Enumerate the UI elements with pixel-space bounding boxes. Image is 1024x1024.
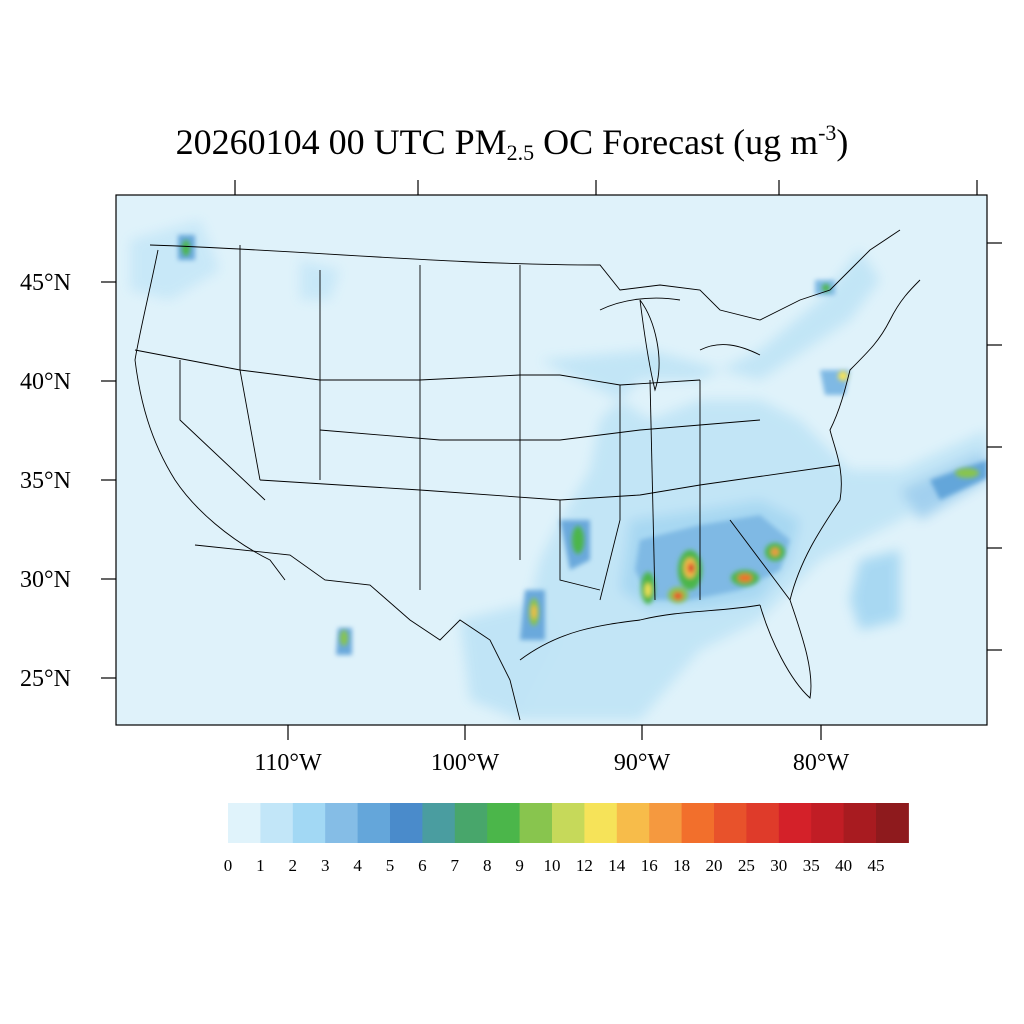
title-middle: OC Forecast (ug m — [534, 122, 819, 162]
colorbar-label: 10 — [543, 856, 561, 875]
colorbar-box — [876, 803, 909, 843]
colorbar-label: 8 — [482, 856, 492, 875]
lon-label-90w: 90°W — [614, 750, 671, 776]
lat-label-40: 40°N — [20, 369, 71, 395]
colorbar-box — [260, 803, 294, 843]
colorbar-box — [552, 803, 585, 843]
colorbar — [228, 803, 909, 843]
colorbar-box — [487, 803, 521, 843]
lon-label-110w: 110°W — [254, 750, 322, 776]
colorbar-box — [811, 803, 845, 843]
colorbar-box — [681, 803, 715, 843]
colorbar-box — [519, 803, 553, 843]
chart-title: 20260104 00 UTC PM2.5 OC Forecast (ug m-… — [0, 120, 1024, 166]
map-frame — [115, 194, 988, 726]
colorbar-box — [649, 803, 683, 843]
colorbar-label: 20 — [705, 856, 723, 875]
colorbar-box — [228, 803, 261, 843]
colorbar-box — [778, 803, 812, 843]
tick-marks — [101, 180, 1002, 740]
lat-label-45: 45°N — [20, 270, 71, 296]
colorbar-label: 30 — [770, 856, 788, 875]
title-superscript: -3 — [818, 120, 837, 145]
colorbar-label: 6 — [418, 856, 427, 875]
lat-label-30: 30°N — [20, 567, 71, 593]
colorbar-label: 2 — [288, 856, 298, 875]
colorbar-box — [325, 803, 359, 843]
title-prefix: 20260104 00 UTC PM — [175, 122, 507, 162]
colorbar-box — [357, 803, 391, 843]
colorbar-label: 25 — [737, 856, 755, 875]
colorbar-label: 4 — [353, 856, 362, 875]
colorbar-label: 45 — [867, 856, 885, 875]
colorbar-label: 14 — [608, 856, 626, 875]
colorbar-label: 7 — [450, 856, 460, 875]
concentration-field — [130, 220, 987, 720]
colorbar-label: 12 — [575, 856, 593, 875]
coastlines-and-borders — [134, 229, 921, 721]
lon-label-80w: 80°W — [793, 750, 850, 776]
colorbar-label: 40 — [835, 856, 853, 875]
colorbar-label: 9 — [515, 856, 524, 875]
colorbar-box — [390, 803, 423, 843]
colorbar-box — [843, 803, 877, 843]
colorbar-label: 3 — [320, 856, 330, 875]
colorbar-label: 5 — [385, 856, 395, 875]
colorbar-box — [292, 803, 326, 843]
colorbar-label: 16 — [640, 856, 658, 875]
title-subscript: 2.5 — [506, 140, 535, 165]
colorbar-box — [746, 803, 780, 843]
colorbar-box — [454, 803, 488, 843]
lon-label-100w: 100°W — [431, 750, 500, 776]
colorbar-label: 0 — [223, 856, 233, 875]
colorbar-box — [422, 803, 456, 843]
colorbar-label: 35 — [802, 856, 820, 875]
colorbar-box — [616, 803, 650, 843]
lat-label-35: 35°N — [20, 468, 71, 494]
colorbar-label: 1 — [256, 856, 265, 875]
title-suffix: ) — [836, 122, 849, 162]
lat-label-25: 25°N — [20, 666, 71, 692]
colorbar-box — [714, 803, 747, 843]
colorbar-label: 18 — [673, 856, 691, 875]
colorbar-box — [584, 803, 618, 843]
